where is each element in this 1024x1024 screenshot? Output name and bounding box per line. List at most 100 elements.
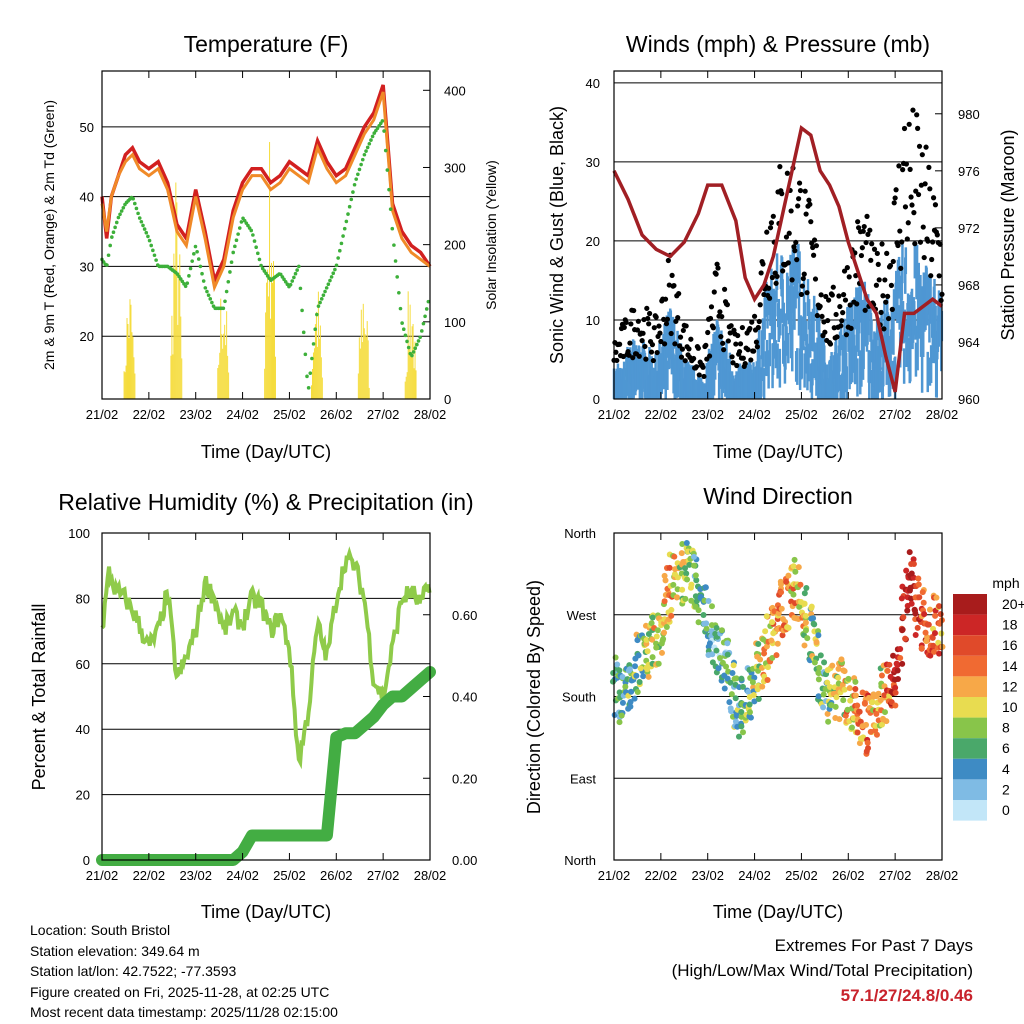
direction-point	[904, 607, 911, 614]
direction-point	[746, 709, 753, 716]
wind-xtick-label: 27/02	[879, 407, 912, 422]
direction-point	[854, 729, 861, 736]
dewpoint-point	[198, 264, 203, 269]
gust-point	[878, 309, 884, 316]
dewpoint-point	[116, 215, 121, 220]
gust-point	[883, 299, 889, 305]
gust-point	[869, 241, 875, 247]
direction-point	[614, 661, 621, 668]
dewpoint-point	[352, 182, 357, 187]
gust-point	[693, 364, 700, 370]
gust-point	[873, 282, 880, 288]
gust-point	[862, 307, 868, 313]
direction-point	[914, 624, 921, 631]
direction-point	[739, 729, 746, 736]
gust-point	[734, 362, 740, 369]
dewpoint-point	[388, 207, 393, 211]
direction-point	[692, 572, 699, 579]
wind-ytick-label: 10	[586, 313, 600, 328]
direction-point	[864, 739, 871, 746]
gust-point	[774, 273, 780, 280]
dewpoint-point	[328, 278, 332, 283]
gust-point	[867, 227, 873, 233]
dewpoint-point	[380, 119, 385, 123]
direction-point	[915, 581, 922, 588]
direction-point	[724, 675, 731, 682]
gust-point	[700, 364, 706, 370]
dewpoint-point	[151, 248, 155, 253]
dewpoint-point	[108, 243, 112, 248]
gust-point	[665, 257, 671, 264]
direction-point	[908, 600, 915, 607]
direction-point	[622, 683, 629, 690]
direction-point	[747, 714, 754, 721]
dewpoint-point	[364, 149, 368, 153]
gust-point	[662, 296, 669, 302]
direction-point	[906, 549, 913, 556]
gust-point	[912, 241, 918, 247]
direction-point	[637, 665, 644, 672]
pressure-ytick-label: 980	[958, 107, 980, 122]
gust-point	[635, 318, 641, 324]
direction-point	[801, 600, 808, 607]
dewpoint-point	[106, 253, 111, 258]
gust-point	[827, 341, 834, 347]
gust-point	[730, 360, 736, 366]
gust-point	[737, 341, 744, 347]
direction-point	[683, 540, 690, 547]
dewpoint-point	[421, 321, 426, 326]
dewpoint-point	[357, 167, 362, 172]
gust-point	[703, 342, 709, 348]
direction-point	[802, 612, 809, 619]
gust-point	[648, 349, 655, 355]
dewpoint-point	[406, 345, 411, 350]
dewpoint-point	[354, 177, 359, 181]
direction-point	[892, 702, 899, 709]
rh-xtick-label: 28/02	[414, 868, 447, 883]
dewpoint-point	[390, 226, 395, 231]
gust-point	[636, 353, 642, 359]
gust-point	[729, 354, 735, 360]
dewpoint-point	[255, 251, 260, 256]
gust-point	[818, 292, 824, 298]
dewpoint-point	[154, 258, 158, 262]
direction-point	[841, 668, 848, 675]
dewpoint-point	[118, 212, 122, 217]
direction-point	[644, 648, 651, 655]
direction-point	[821, 659, 828, 666]
dewpoint-point	[152, 253, 157, 258]
gust-point	[742, 360, 748, 367]
gust-point	[707, 315, 714, 322]
extremes-values: 57.1/27/24.8/0.46	[840, 986, 973, 1005]
gust-point	[663, 321, 670, 327]
direction-point	[783, 578, 790, 585]
direction-point	[938, 630, 945, 637]
speed-legend-swatch	[953, 614, 987, 636]
direction-point	[683, 570, 690, 577]
direction-point	[922, 629, 929, 636]
dewpoint-point	[190, 259, 194, 263]
direction-point	[721, 685, 728, 692]
gust-point	[792, 248, 798, 254]
speed-legend-label: 20+	[1002, 596, 1024, 612]
temp-frame	[101, 70, 431, 400]
direction-point	[751, 698, 758, 705]
dewpoint-point	[221, 306, 226, 311]
pressure-ytick-label: 972	[958, 221, 980, 236]
gust-point	[710, 325, 716, 331]
gust-point	[783, 234, 790, 240]
direction-point	[908, 595, 915, 602]
direction-point	[932, 612, 939, 619]
extremes-box: Extremes For Past 7 Days (High/Low/Max W…	[672, 933, 973, 1008]
direction-point	[703, 620, 710, 627]
gust-point	[719, 313, 725, 320]
gust-point	[801, 271, 807, 277]
rh-xtick-label: 21/02	[86, 868, 119, 883]
direction-point	[727, 679, 734, 686]
direction-point	[835, 665, 842, 672]
gust-point	[884, 250, 890, 256]
extremes-title: Extremes For Past 7 Days	[774, 936, 973, 955]
gust-point	[823, 293, 829, 300]
gust-point	[683, 323, 689, 329]
gust-point	[927, 186, 933, 192]
